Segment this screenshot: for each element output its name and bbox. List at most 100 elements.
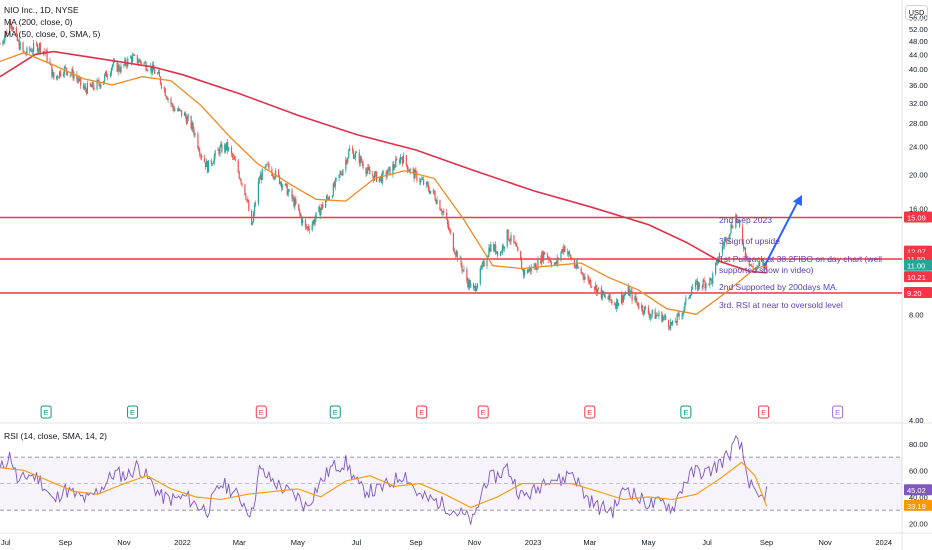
candle-body [562, 249, 564, 253]
candle-body [514, 242, 516, 244]
candle-body [252, 213, 255, 222]
candle-body [759, 262, 761, 264]
annotation-date: 2nd Sep 2023 [719, 215, 772, 225]
candle-body [678, 313, 680, 317]
candle-body [185, 116, 187, 124]
rsi-value-tag [904, 484, 932, 496]
candle-body [675, 322, 677, 324]
candle-body [322, 204, 324, 208]
candle-body [279, 182, 282, 184]
candle-body [541, 252, 543, 264]
candle-body [70, 73, 72, 75]
candle-body [567, 251, 569, 254]
candle-body [42, 51, 44, 53]
candle-body [131, 55, 134, 63]
candle-body [550, 262, 552, 265]
candle-body [584, 276, 586, 280]
candle-body [3, 41, 5, 43]
candle-body [423, 179, 425, 185]
ma50-legend[interactable]: MA (50, close, 0, SMA, 5) [4, 29, 101, 39]
price-tick-label: 16.00 [909, 205, 928, 214]
candle-body [200, 155, 202, 156]
candle-body [17, 40, 19, 41]
candle-body [456, 251, 458, 260]
candle-body [722, 245, 724, 247]
candle-body [218, 149, 220, 154]
candle-body [51, 65, 53, 77]
candle-body [373, 176, 375, 181]
rsi-value-text: 33.19 [907, 502, 926, 511]
candle-body [210, 160, 212, 165]
candle-body [735, 215, 737, 228]
candle-body [602, 290, 604, 295]
candle-body [401, 158, 404, 164]
candle-body [261, 168, 263, 180]
rsi-legend[interactable]: RSI (14, close, SMA, 14, 2) [4, 431, 107, 441]
candle-body [147, 70, 149, 71]
candle-body [691, 287, 694, 290]
candle-body [260, 174, 262, 180]
candle-body [475, 288, 478, 292]
candle-body [334, 179, 336, 187]
candle-body [670, 322, 673, 325]
time-tick-label: Sep [409, 538, 422, 547]
candle-body [253, 204, 256, 214]
candle-body [587, 276, 589, 278]
candle-body [284, 183, 286, 186]
candle-body [617, 299, 619, 307]
candle-body [381, 171, 383, 183]
candle-body [634, 296, 636, 301]
candle-body [744, 247, 747, 257]
candle-body [157, 71, 160, 74]
candle-body [655, 314, 657, 319]
candle-body [434, 193, 436, 201]
candle-body [43, 51, 45, 53]
candle-body [4, 36, 6, 42]
currency-button[interactable]: USD [905, 5, 928, 20]
candle-body [382, 171, 384, 173]
candle-body [359, 156, 361, 164]
candle-body [472, 283, 475, 289]
candle-body [355, 152, 357, 153]
candle-body [635, 296, 637, 301]
time-tick-label: Jul [352, 538, 362, 547]
candle-body [354, 152, 357, 158]
earnings-marker-label: E [835, 408, 840, 417]
candle-body [674, 320, 676, 323]
candle-body [470, 283, 472, 288]
candle-body [346, 159, 348, 163]
rsi-ma-line [0, 461, 768, 509]
candle-body [568, 251, 570, 254]
candle-body [160, 83, 162, 88]
candle-body [399, 159, 401, 163]
candle-body [443, 211, 445, 213]
candle-body [433, 190, 435, 194]
ma200-legend[interactable]: MA (200, close, 0) [4, 17, 73, 27]
rsi-tick-label: 60.00 [909, 466, 928, 475]
price-label-tag [904, 211, 932, 223]
candle-body [399, 157, 402, 163]
candle-body [347, 157, 349, 163]
candle-body [348, 150, 350, 158]
candle-body [749, 264, 751, 266]
candle-body [710, 277, 712, 280]
candle-body [38, 43, 40, 50]
candle-body [213, 156, 215, 163]
candle-body [112, 61, 114, 66]
candle-body [174, 109, 176, 111]
candle-body [173, 108, 175, 111]
candle-body [238, 171, 240, 178]
candle-body [624, 293, 626, 295]
candle-body [170, 98, 172, 104]
price-label-text: 15.09 [907, 214, 926, 223]
candle-body [420, 179, 422, 183]
candle-body [697, 282, 699, 290]
candle-body [36, 44, 39, 52]
price-label-tag [904, 286, 932, 298]
candle-body [715, 262, 717, 274]
candle-body [704, 281, 706, 289]
candle-body [25, 53, 27, 55]
earnings-marker [680, 405, 692, 419]
candle-body [71, 69, 73, 74]
